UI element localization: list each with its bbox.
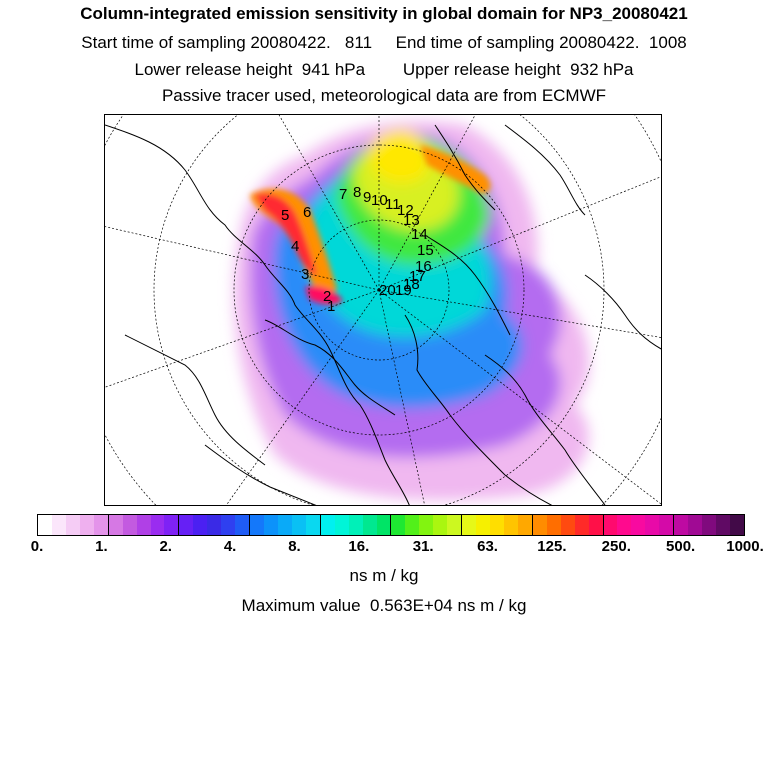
color-scale-cell xyxy=(433,515,448,535)
color-scale-cell xyxy=(277,515,292,535)
trajectory-label: 6 xyxy=(303,204,312,221)
color-scale-tick: 125. xyxy=(537,538,567,555)
color-scale-tick: 31. xyxy=(412,538,434,555)
polar-map: 1 2 3 4 5 6 7 8 9 10 11 12 13 14 15 16 1… xyxy=(104,114,662,506)
trajectory-label: 17 xyxy=(409,268,426,285)
color-scale-cell xyxy=(291,515,306,535)
color-scale-cell xyxy=(79,515,94,535)
trajectory-label: 2 xyxy=(323,288,332,305)
maximum-value: Maximum value 0.563E+04 ns m / kg xyxy=(241,596,527,615)
color-scale-cell xyxy=(38,515,52,535)
color-scale-cell xyxy=(362,515,377,535)
trajectory-label: 7 xyxy=(339,186,348,203)
color-scale-cell xyxy=(391,515,406,535)
color-scale-tick: 500. xyxy=(666,538,696,555)
color-scale-cell xyxy=(235,515,251,535)
coastlines xyxy=(105,124,661,505)
sampling-time-line: Start time of sampling 20080422. 811 End… xyxy=(81,33,687,52)
release-height-line: Lower release height 941 hPa Upper relea… xyxy=(134,60,634,79)
color-scale-cell xyxy=(108,515,123,535)
color-scale-cell xyxy=(560,515,575,535)
trajectory-label: 10 xyxy=(371,192,388,209)
color-scale-tick: 4. xyxy=(223,538,237,555)
color-scale-cell xyxy=(305,515,321,535)
trajectory-label: 8 xyxy=(353,184,362,201)
trajectory-label: 13 xyxy=(403,212,420,229)
color-scale-cell xyxy=(490,515,504,535)
color-scale-cell xyxy=(603,515,618,535)
color-scale-tick: 2. xyxy=(159,538,172,555)
color-scale-cell xyxy=(419,515,434,535)
color-scale-cell xyxy=(631,515,646,535)
color-scale-cell xyxy=(476,515,490,535)
color-scale-cell xyxy=(659,515,675,535)
color-scale-cell xyxy=(702,515,716,535)
color-scale-cell xyxy=(517,515,533,535)
color-scale-cell xyxy=(93,515,109,535)
color-scale-cell xyxy=(674,515,689,535)
color-scale-tick: 8. xyxy=(288,538,301,555)
trajectory-label: 14 xyxy=(411,226,428,243)
color-scale-cell xyxy=(334,515,349,535)
color-scale-cell xyxy=(51,515,66,535)
color-scale-cell xyxy=(164,515,180,535)
color-scale-cell xyxy=(179,515,194,535)
color-scale-bar xyxy=(37,514,745,536)
color-scale-tick: 250. xyxy=(601,538,631,555)
trajectory-label: 19 xyxy=(395,282,412,299)
color-scale-cell xyxy=(376,515,392,535)
color-scale-tick: 16. xyxy=(348,538,370,555)
trajectory-label: 5 xyxy=(281,207,290,224)
color-scale-cell xyxy=(65,515,80,535)
color-scale-cell xyxy=(136,515,151,535)
color-scale-tick: 0. xyxy=(30,538,44,555)
trajectory-label: 11 xyxy=(385,196,401,213)
color-scale-tick: 1. xyxy=(95,538,108,555)
color-scale-cell xyxy=(688,515,703,535)
trajectory-label: 20 xyxy=(379,282,396,299)
color-scale-cell xyxy=(320,515,335,535)
color-scale-cell xyxy=(574,515,589,535)
color-scale-cell xyxy=(250,515,264,535)
color-scale-cell xyxy=(462,515,477,535)
color-scale-cell xyxy=(588,515,604,535)
color-scale-cell xyxy=(503,515,518,535)
color-scale-cell xyxy=(264,515,278,535)
trajectory-label: 9 xyxy=(363,189,372,206)
color-scale-tick: 1000. xyxy=(726,538,764,555)
color-scale-cell xyxy=(546,515,561,535)
trajectory-label: 12 xyxy=(397,202,414,219)
color-scale-cell xyxy=(532,515,547,535)
trajectory-label: 3 xyxy=(301,266,310,283)
trajectory-label: 18 xyxy=(403,276,420,293)
color-scale-cell xyxy=(122,515,137,535)
trajectory-label: 15 xyxy=(417,242,434,259)
color-scale-cell xyxy=(207,515,222,535)
plot-title: Column-integrated emission sensitivity i… xyxy=(80,4,688,23)
color-scale-cell xyxy=(150,515,165,535)
color-scale-cell xyxy=(447,515,463,535)
color-scale-cell xyxy=(716,515,730,535)
color-scale-cell xyxy=(221,515,236,535)
color-scale-cell xyxy=(348,515,363,535)
color-scale-cell xyxy=(405,515,420,535)
color-scale-cell xyxy=(729,515,744,535)
color-scale-cell xyxy=(617,515,632,535)
color-scale-unit: ns m / kg xyxy=(349,566,419,585)
color-scale-tick: 63. xyxy=(477,538,498,555)
color-scale-cell xyxy=(645,515,660,535)
trajectory-label: 1 xyxy=(327,298,336,315)
trajectory-label: 16 xyxy=(415,258,432,275)
tracer-note-line: Passive tracer used, meteorological data… xyxy=(161,86,607,105)
color-scale-cell xyxy=(193,515,208,535)
sensitivity-field xyxy=(105,115,661,505)
trajectory-label: 4 xyxy=(291,238,300,255)
